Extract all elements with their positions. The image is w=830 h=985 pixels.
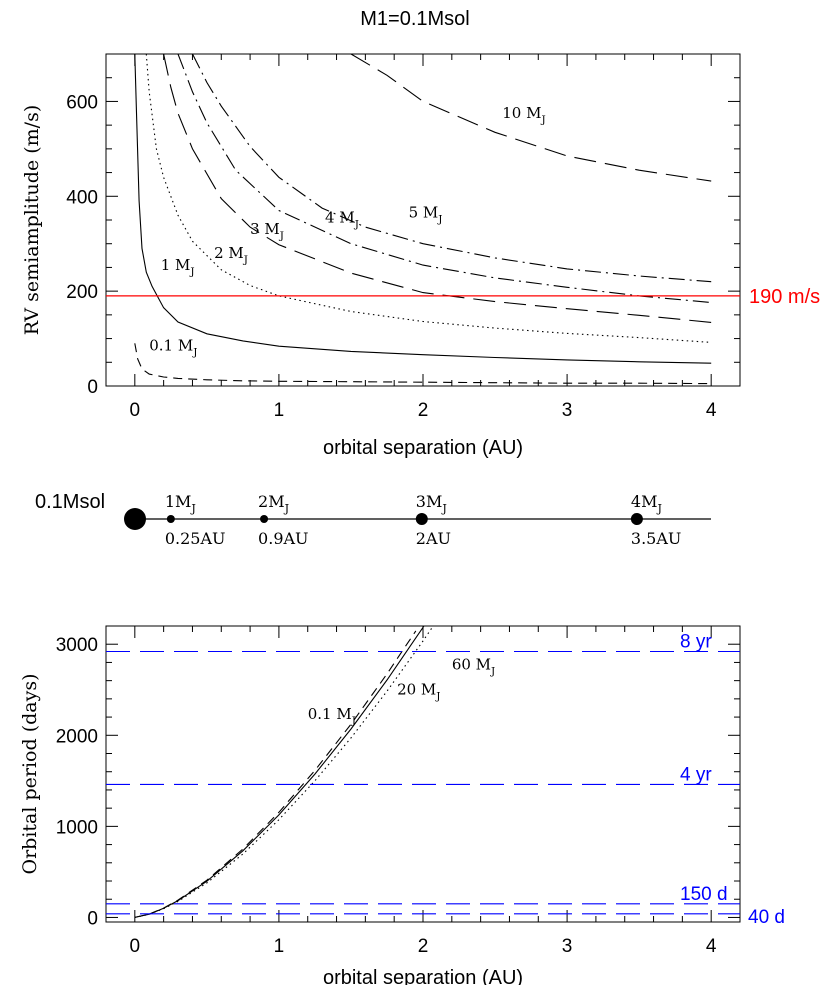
x-tick-label: 4 — [706, 936, 717, 957]
separation-label: 3.5AU — [631, 529, 681, 548]
series-label: 0.1 MJ — [308, 705, 356, 727]
planet-separation-diagram: 0.1Msol 1MJ 0.25AU 2MJ 0.9AU 3MJ 2AU 4MJ 3.5AU — [35, 491, 711, 548]
period-reference-label: 4 yr — [680, 764, 712, 785]
y-tick-label: 3000 — [56, 635, 98, 656]
series-label: 2MJ — [258, 492, 289, 515]
x-axis-label: orbital separation (AU) — [323, 967, 523, 985]
x-tick-label: 2 — [418, 400, 429, 421]
x-axis-label: orbital separation (AU) — [323, 437, 523, 459]
series-line — [134, 630, 417, 918]
y-tick-label: 1000 — [56, 817, 98, 838]
planet-marker — [630, 513, 643, 525]
x-tick-label: 1 — [274, 400, 285, 421]
x-tick-label: 1 — [274, 936, 285, 957]
planet-marker — [124, 508, 146, 530]
series-line — [145, 54, 712, 343]
series-line — [177, 54, 712, 304]
y-tick-label: 0 — [87, 908, 98, 929]
y-tick-label: 400 — [66, 187, 98, 208]
series-label: 0.1 MJ — [149, 336, 197, 358]
x-tick-label: 0 — [130, 936, 141, 957]
planet-marker — [260, 515, 269, 523]
x-tick-label: 3 — [562, 400, 573, 421]
y-tick-label: 600 — [66, 92, 98, 113]
series-label: 1 MJ — [161, 256, 195, 278]
series-label: 10 MJ — [502, 104, 545, 126]
separation-label: 0.25AU — [165, 529, 226, 548]
series-line — [134, 626, 434, 918]
y-axis-label: RV semiamplitude (m/s) — [21, 105, 43, 335]
series-line — [163, 54, 712, 323]
x-tick-label: 2 — [418, 936, 429, 957]
series-label: 2 MJ — [214, 244, 248, 266]
x-tick-label: 3 — [562, 936, 573, 957]
series-label: 1MJ — [165, 492, 196, 515]
period-reference-label: 8 yr — [680, 632, 712, 653]
threshold-label: 190 m/s — [749, 286, 820, 308]
series-label: 20 MJ — [397, 680, 440, 702]
planet-marker — [415, 513, 428, 525]
series-label: 5 MJ — [409, 204, 443, 226]
series-line — [192, 54, 712, 283]
x-tick-label: 4 — [706, 400, 717, 421]
separation-label: 0.9AU — [258, 529, 308, 548]
series-label: 3MJ — [416, 492, 447, 515]
series-label: 4MJ — [631, 492, 662, 515]
figure-title: M1=0.1Msol — [360, 8, 470, 30]
planet-marker — [166, 515, 175, 523]
series-line — [134, 54, 712, 364]
series-line — [134, 626, 425, 918]
x-tick-label: 0 — [130, 400, 141, 421]
series-group — [134, 54, 712, 385]
y-axis-label: Orbital period (days) — [19, 674, 41, 875]
plot-frame — [105, 625, 741, 923]
series-label: 60 MJ — [452, 656, 495, 678]
rv-semiamplitude-chart: 0 1 2 3 4 0 200 400 600 orbital separation (AU) RV… — [21, 53, 820, 459]
separation-label: 2AU — [416, 529, 451, 548]
series-label: 3 MJ — [250, 220, 284, 242]
orbital-period-chart: 0 1 2 3 4 0 1000 2000 3000 orbital separation (AU… — [19, 625, 785, 985]
y-tick-label: 2000 — [56, 726, 98, 747]
star-label: 0.1Msol — [35, 491, 105, 513]
y-tick-label: 200 — [66, 282, 98, 303]
y-tick-label: 0 — [87, 377, 98, 398]
series-line — [350, 54, 712, 182]
series-group — [106, 626, 740, 918]
period-reference-label: 150 d — [680, 884, 728, 905]
period-reference-label: 40 d — [748, 907, 785, 928]
series-label: 4 MJ — [325, 208, 359, 230]
